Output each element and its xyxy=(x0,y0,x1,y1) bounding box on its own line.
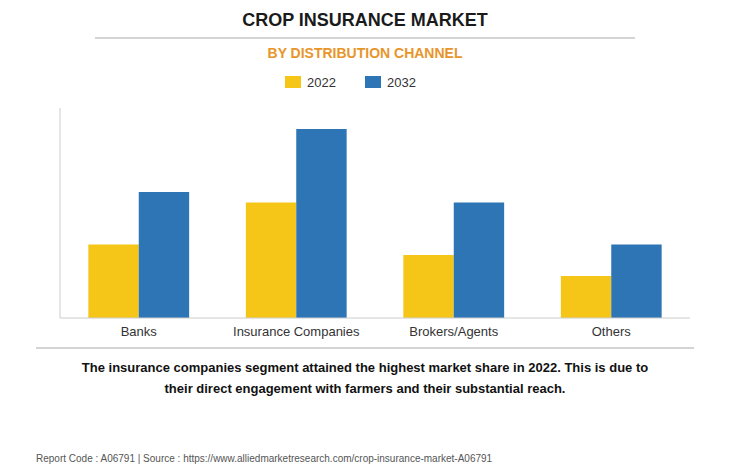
bar xyxy=(246,203,296,319)
bar xyxy=(454,203,504,319)
legend-swatch xyxy=(285,76,301,88)
legend: 2022 2032 xyxy=(285,75,416,90)
bars xyxy=(88,129,661,318)
bar xyxy=(403,255,453,318)
legend-label: 2022 xyxy=(307,75,336,90)
footer-line: their direct engagement with farmers and… xyxy=(165,381,566,396)
source-text: Report Code : A06791 | Source : https://… xyxy=(36,453,493,464)
title: CROP INSURANCE MARKET xyxy=(242,10,488,30)
chart: CROP INSURANCE MARKET BY DISTRIBUTION CHA… xyxy=(0,0,730,473)
x-tick-label: Banks xyxy=(121,324,158,339)
x-tick-label: Brokers/Agents xyxy=(409,324,498,339)
bar xyxy=(88,245,138,319)
bar xyxy=(296,129,346,318)
x-tick-label: Insurance Companies xyxy=(233,324,360,339)
footer-line: The insurance companies segment attained… xyxy=(82,360,648,375)
bar xyxy=(561,276,611,318)
x-tick-label: Others xyxy=(592,324,632,339)
footer-rule xyxy=(36,348,694,349)
y-axis-line xyxy=(60,108,61,318)
title-rule xyxy=(95,38,635,39)
bar xyxy=(139,192,189,318)
legend-label: 2032 xyxy=(387,75,416,90)
subtitle: BY DISTRIBUTION CHANNEL xyxy=(268,45,463,61)
legend-swatch xyxy=(365,76,381,88)
x-axis-line xyxy=(60,318,690,319)
footer-text: The insurance companies segment attained… xyxy=(82,360,648,396)
bar xyxy=(611,245,661,319)
